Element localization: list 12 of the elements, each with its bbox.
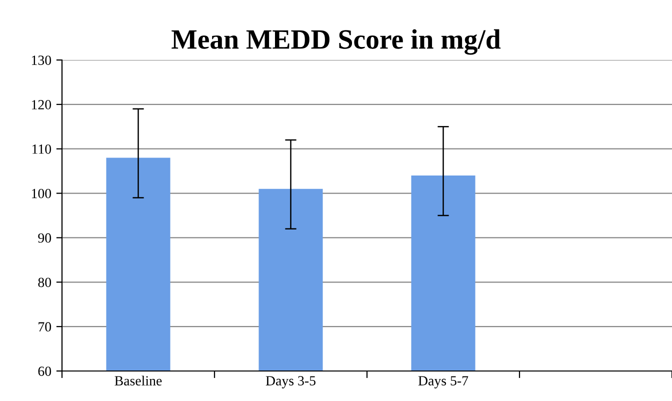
x-tick-label: Days 3-5 — [266, 376, 316, 388]
y-tick-label: 70 — [38, 322, 52, 332]
x-tick-label: Baseline — [114, 376, 162, 386]
y-tick-label: 130 — [32, 56, 52, 65]
y-tick-label: 120 — [32, 100, 52, 110]
y-tick-label: 90 — [38, 233, 52, 243]
y-tick-label: 110 — [32, 144, 52, 154]
chart-title: Mean MEDD Score in mg/d — [172, 29, 501, 55]
x-tick-label: Days 5-7 — [418, 376, 468, 388]
y-tick-label: 80 — [38, 278, 52, 288]
y-tick-label: 100 — [32, 188, 52, 198]
y-tick-label: 60 — [38, 366, 52, 376]
